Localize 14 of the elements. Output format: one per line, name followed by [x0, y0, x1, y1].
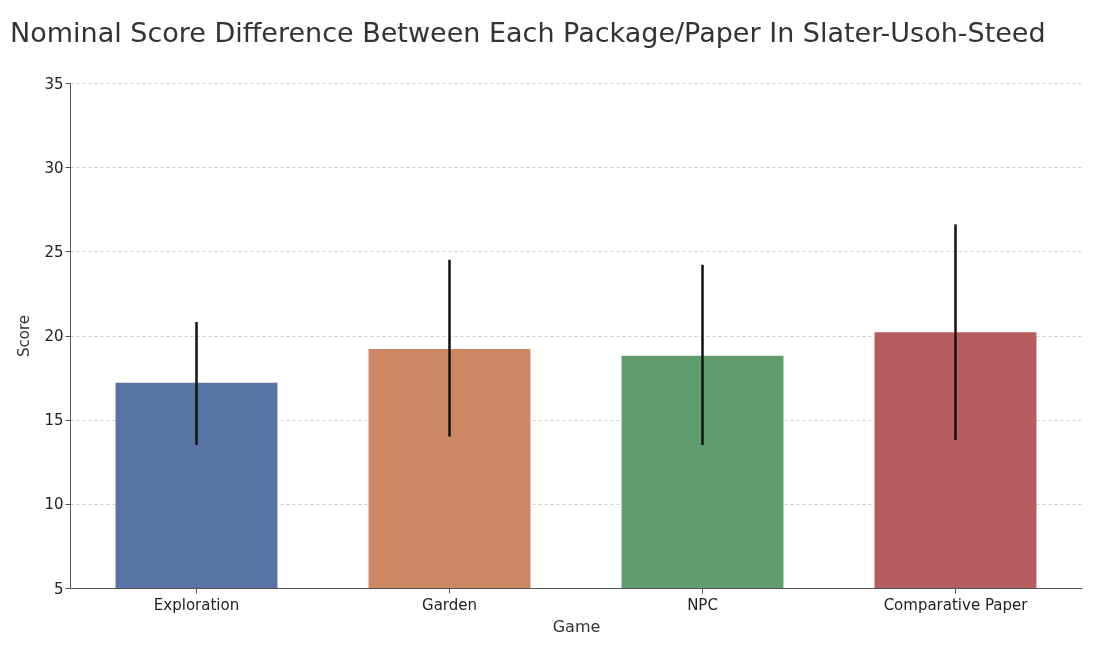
- x-tick-label: Comparative Paper: [883, 595, 1029, 614]
- x-tick-label: Exploration: [153, 595, 240, 614]
- y-tick-label: 25: [44, 242, 64, 261]
- y-tick-label: 15: [44, 411, 64, 430]
- y-tick-label: 20: [44, 327, 64, 345]
- y-tick-label: 30: [44, 158, 64, 177]
- x-tick-label: Garden: [422, 595, 477, 614]
- x-tick-label: NPC: [687, 595, 718, 614]
- y-tick-label: 5: [53, 579, 64, 598]
- y-tick-label: 35: [44, 74, 64, 93]
- y-tick-label: 10: [44, 495, 64, 514]
- chart-title: Nominal Score Difference Between Each Package/Paper In Slater-Usoh-Steed: [10, 17, 1046, 48]
- x-axis-title: Game: [552, 616, 601, 636]
- y-axis-title: Score: [15, 314, 34, 358]
